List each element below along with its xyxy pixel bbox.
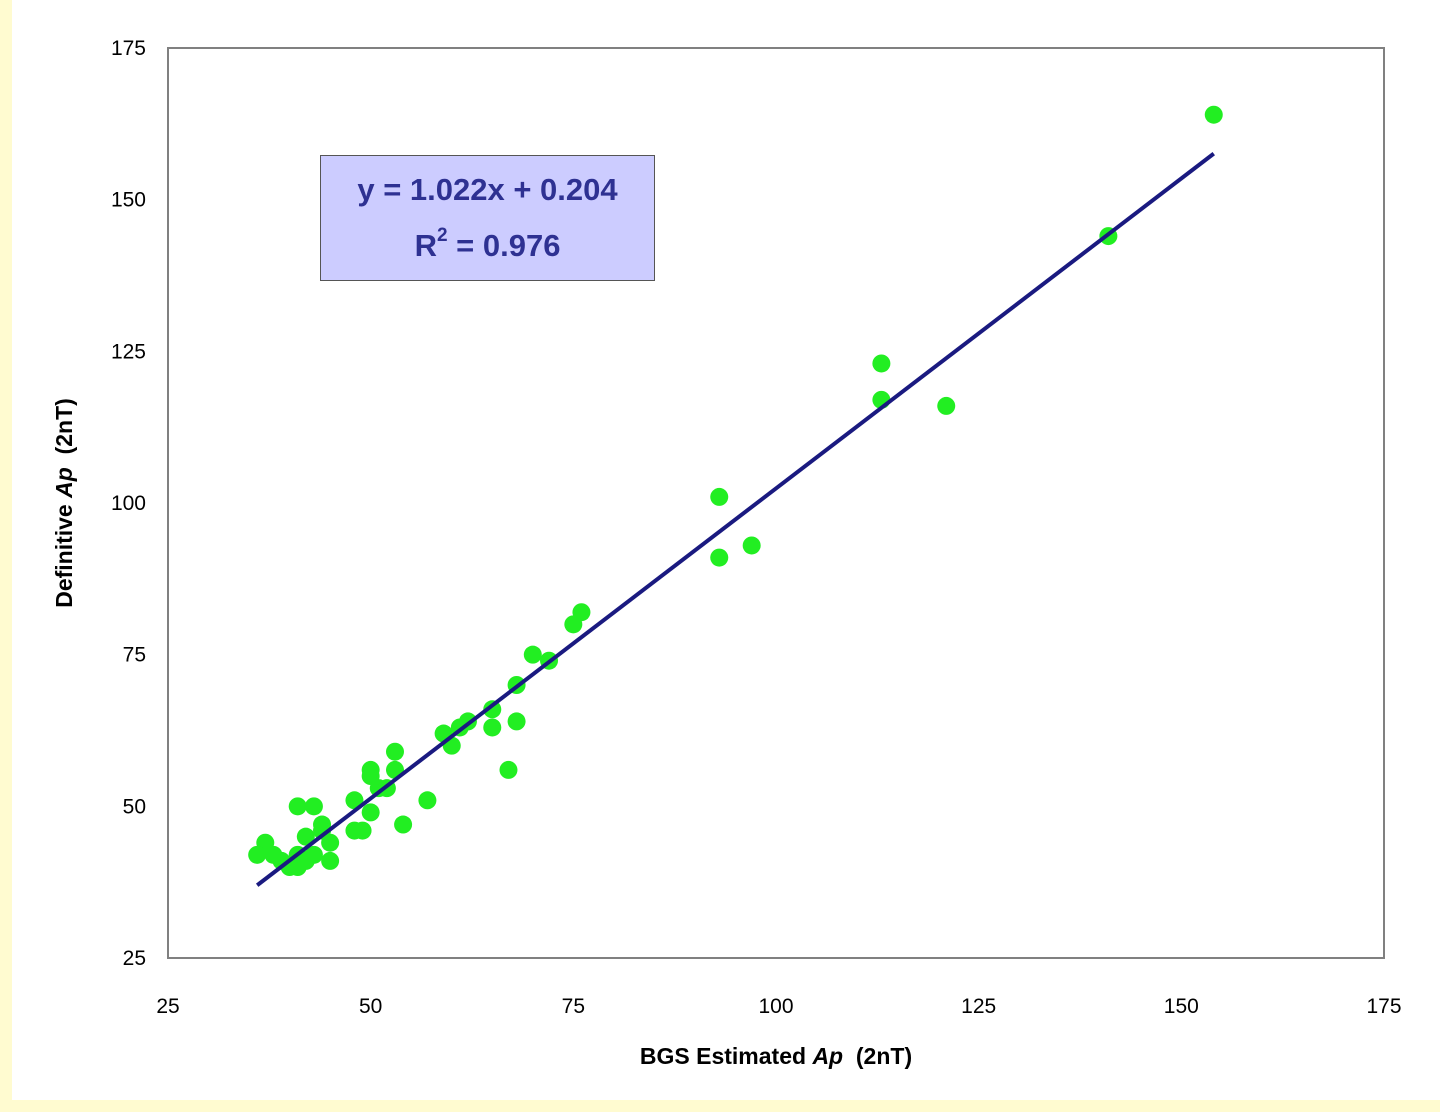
regression-equation: y = 1.022x + 0.204 — [357, 172, 618, 207]
x-tick-label: 100 — [758, 995, 793, 1018]
x-axis-title: BGS Estimated Ap (2nT) — [640, 1043, 912, 1069]
data-point — [483, 718, 502, 737]
data-point — [288, 797, 307, 816]
data-point — [321, 851, 340, 870]
x-tick-label: 75 — [562, 995, 585, 1018]
y-tick-label: 100 — [111, 492, 146, 515]
regression-equation-box: y = 1.022x + 0.204 R2 = 0.976 — [320, 155, 655, 281]
data-point — [523, 645, 542, 664]
data-point — [483, 700, 502, 719]
y-tick-labels: 25 50 75 100 125 150 175 — [111, 37, 146, 970]
data-point — [1204, 105, 1223, 124]
data-point — [248, 845, 267, 864]
y-tick-label: 125 — [111, 340, 146, 363]
y-tick-label: 50 — [123, 795, 146, 818]
data-point — [872, 354, 891, 373]
data-point — [710, 548, 729, 567]
trendline — [255, 152, 1215, 887]
x-tick-label: 50 — [359, 995, 382, 1018]
data-point — [710, 487, 729, 506]
y-tick-label: 25 — [123, 947, 146, 970]
data-point — [742, 536, 761, 555]
data-point — [288, 858, 307, 876]
data-points — [248, 105, 1223, 876]
r-squared-label: R2 = 0.976 — [414, 224, 561, 263]
x-tick-label: 125 — [961, 995, 996, 1018]
data-point — [394, 815, 413, 834]
data-point — [564, 615, 583, 634]
y-tick-label: 75 — [123, 644, 146, 667]
data-point — [304, 797, 323, 816]
bottom-border-strip — [0, 1100, 1440, 1112]
data-point — [507, 712, 526, 731]
data-point — [418, 791, 437, 810]
y-tick-label: 175 — [111, 37, 146, 60]
data-point — [361, 803, 380, 822]
x-tick-label: 25 — [156, 995, 179, 1018]
x-tick-labels: 25 50 75 100 125 150 175 — [156, 995, 1401, 1018]
data-point — [385, 742, 404, 761]
data-point — [296, 827, 315, 846]
y-tick-label: 150 — [111, 189, 146, 212]
data-point — [321, 833, 340, 852]
x-tick-label: 150 — [1164, 995, 1199, 1018]
data-point — [937, 396, 956, 415]
left-border-strip — [0, 0, 12, 1112]
data-point — [345, 791, 364, 810]
x-tick-label: 175 — [1366, 995, 1401, 1018]
y-axis-title: Definitive Ap (2nT) — [51, 398, 77, 608]
data-point — [499, 760, 518, 779]
data-point — [353, 821, 372, 840]
